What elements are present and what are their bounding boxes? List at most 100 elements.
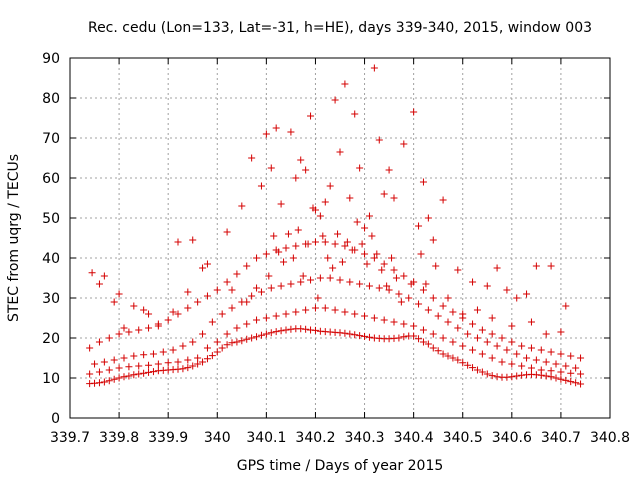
data-point [309, 204, 317, 212]
data-point [424, 340, 432, 348]
data-point [449, 354, 457, 362]
data-point [257, 182, 265, 190]
data-point [267, 164, 275, 172]
data-point [299, 272, 307, 280]
grid-lines [70, 58, 610, 418]
data-point [361, 312, 369, 320]
data-point [547, 367, 555, 375]
data-point [523, 290, 531, 298]
data-point [110, 356, 118, 364]
data-point [493, 264, 501, 272]
data-point [326, 182, 334, 190]
data-point [179, 342, 187, 350]
data-point [238, 202, 246, 210]
data-point [365, 212, 373, 220]
data-point [262, 314, 270, 322]
y-tick-label: 70 [42, 131, 60, 147]
data-point [321, 238, 329, 246]
data-point [120, 354, 128, 362]
data-point [199, 358, 207, 366]
data-point [341, 80, 349, 88]
data-point [562, 376, 570, 384]
data-point [292, 174, 300, 182]
data-point [375, 284, 383, 292]
data-point [194, 354, 202, 362]
x-tick-label: 339.8 [99, 430, 139, 446]
data-point [351, 331, 359, 339]
data-point [552, 374, 560, 382]
data-point [248, 154, 256, 162]
data-point [243, 335, 251, 343]
data-point [95, 338, 103, 346]
data-point [248, 334, 256, 342]
data-point [110, 375, 118, 383]
data-point [523, 354, 531, 362]
data-point [174, 310, 182, 318]
data-point [469, 320, 477, 328]
data-point [307, 112, 315, 120]
data-point [302, 325, 310, 333]
data-point [311, 326, 319, 334]
data-point [419, 326, 427, 334]
data-point [380, 316, 388, 324]
data-point [488, 330, 496, 338]
data-point [159, 348, 167, 356]
x-axis-ticks: 339.7 339.8 339.9 340 340.1 340.2 340.3 340.4 34… [50, 58, 630, 446]
data-point [459, 359, 467, 367]
data-point [314, 294, 322, 302]
data-point [284, 230, 292, 238]
data-point [365, 333, 373, 341]
data-point [361, 332, 369, 340]
data-point [454, 324, 462, 332]
data-point [272, 124, 280, 132]
data-point [488, 372, 496, 380]
data-point [100, 272, 108, 280]
data-point [375, 136, 383, 144]
data-point [223, 341, 231, 349]
data-point [547, 262, 555, 270]
data-point [321, 304, 329, 312]
data-point [253, 284, 261, 292]
data-point [189, 236, 197, 244]
data-point [503, 286, 511, 294]
data-point [370, 314, 378, 322]
data-point [459, 310, 467, 318]
data-point [331, 96, 339, 104]
data-point [444, 318, 452, 326]
y-tick-label: 40 [42, 251, 60, 267]
data-point [174, 358, 182, 366]
data-point [125, 372, 133, 380]
data-point [262, 130, 270, 138]
data-point [277, 327, 285, 335]
data-point [218, 310, 226, 318]
data-point [338, 258, 346, 266]
data-point [130, 302, 138, 310]
data-point [86, 344, 94, 352]
data-point [135, 326, 143, 334]
data-point [307, 276, 315, 284]
data-point [194, 360, 202, 368]
data-point [508, 338, 516, 346]
data-point [400, 320, 408, 328]
data-point [238, 337, 246, 345]
data-point [513, 372, 521, 380]
data-point [400, 333, 408, 341]
y-tick-label: 30 [42, 291, 60, 307]
data-point [405, 294, 413, 302]
data-point [228, 304, 236, 312]
data-point [434, 347, 442, 355]
data-point [164, 316, 172, 324]
data-point [557, 368, 565, 376]
x-tick-label: 340.6 [492, 430, 532, 446]
data-point [469, 364, 477, 372]
data-point [115, 364, 123, 372]
data-point [385, 166, 393, 174]
data-point [223, 278, 231, 286]
data-point [262, 250, 270, 258]
data-point [243, 320, 251, 328]
data-point [272, 328, 280, 336]
data-point [356, 332, 364, 340]
data-point [331, 240, 339, 248]
data-point [503, 346, 511, 354]
